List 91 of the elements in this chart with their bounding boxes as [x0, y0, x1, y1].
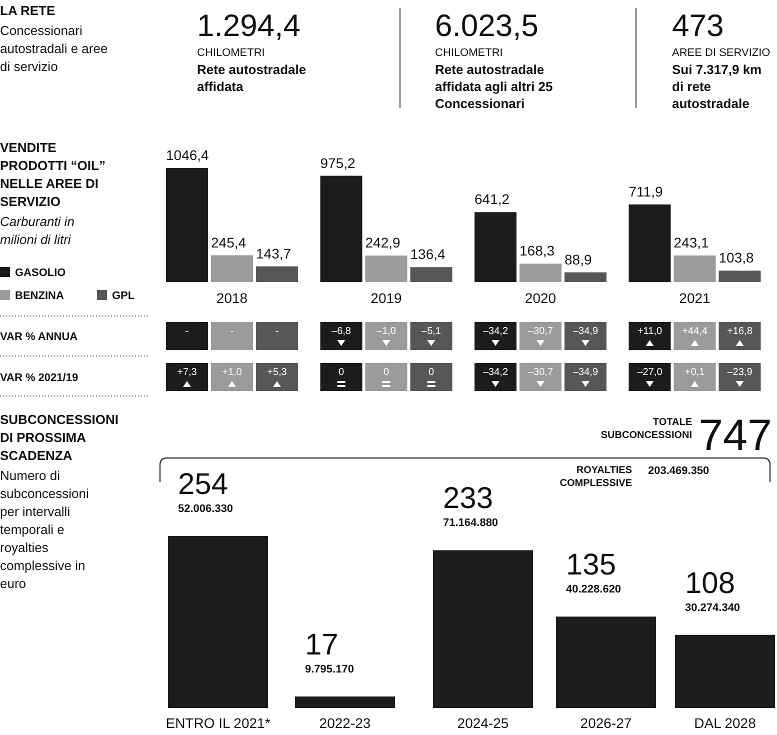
text: +44,4: [682, 326, 708, 337]
annotation: 40.228.620: [566, 584, 622, 596]
text: –1,0: [376, 326, 396, 337]
text: 6.023,5: [435, 8, 538, 43]
data-label: 233: [443, 482, 494, 516]
text: -: [275, 326, 279, 337]
x-tick-label: 2020: [524, 290, 556, 306]
x-tick-label: 2018: [216, 290, 248, 306]
text: -: [185, 326, 189, 337]
bar: [211, 255, 253, 282]
text: –6,8: [332, 326, 352, 337]
text: 1.294,4: [197, 8, 300, 43]
data-label: 168,3: [520, 242, 555, 259]
legend-label: GPL: [112, 290, 135, 302]
data-label: 975,2: [320, 154, 356, 171]
data-label: 711,9: [628, 183, 663, 200]
text: +0,1: [684, 367, 706, 378]
bar: [474, 212, 516, 282]
text: Sui 7.317,9 km di rete autostradale: [672, 62, 762, 111]
bar: [628, 204, 671, 282]
y-axis-title: Carburanti in milioni di litri: [0, 214, 74, 247]
bar: [564, 272, 606, 282]
data-label: 1046,4: [166, 147, 210, 163]
x-tick-label: 2026-27: [580, 715, 632, 731]
legend-label: GASOLIO: [15, 267, 66, 279]
data-label: 103,8: [718, 250, 754, 266]
text: TOTALE SUBCONCESSIONI: [600, 417, 692, 441]
text: 203.469.350: [648, 465, 710, 477]
text: 473: [672, 8, 724, 43]
bar: [410, 267, 452, 282]
data-label: 641,2: [474, 191, 510, 208]
chart-title: VENDITE PRODOTTI “OIL” NELLE AREE DI SERVIZIO: [0, 140, 106, 209]
text: –27,0: [637, 367, 663, 378]
text: AREE DI SERVIZIO: [672, 47, 771, 59]
data-label: 135: [566, 548, 616, 582]
bar: [520, 264, 562, 282]
data-label: 17: [305, 628, 338, 662]
bar: [718, 270, 761, 282]
data-label: 88,9: [564, 251, 592, 268]
bar: [365, 256, 408, 282]
text: LA RETE: [0, 3, 56, 18]
text: Rete autostradale affidata agli altri 25 Concessionari: [435, 62, 553, 111]
text: 0: [428, 367, 434, 378]
data-label: 143,7: [256, 245, 292, 262]
chart-title: SUBCONCESSIONI DI PROSSIMA SCADENZA: [0, 412, 118, 463]
text: Concessionari autostradali e aree di servizio: [0, 23, 108, 74]
text: –23,9: [727, 367, 753, 378]
text: +1,0: [222, 367, 242, 378]
text: –34,9: [572, 367, 598, 378]
text: –30,7: [528, 367, 554, 378]
text: VAR % 2021/19: [0, 372, 78, 384]
text: ROYALTIES COMPLESSIVE: [560, 465, 632, 489]
annotation: 71.164.880: [443, 517, 498, 530]
text: Numero di subconcessioni per intervalli temporali e royalties complessive in euro: [0, 468, 89, 591]
text: +16,8: [727, 326, 753, 337]
legend-label: BENZINA: [15, 290, 64, 302]
bar: [320, 176, 362, 282]
data-label: 108: [685, 566, 736, 600]
text: VAR % ANNUA: [0, 331, 78, 343]
x-tick-label: DAL 2028: [694, 715, 756, 731]
text: CHILOMETRI: [435, 47, 503, 59]
text: CHILOMETRI: [197, 47, 265, 59]
data-label: 136,4: [410, 246, 446, 262]
annotation: 9.795.170: [305, 663, 354, 676]
text: +5,3: [267, 367, 288, 378]
text: –34,9: [572, 326, 598, 337]
x-tick-label: ENTRO IL 2021*: [166, 715, 271, 731]
data-label: 245,4: [211, 234, 246, 250]
text: 747: [698, 411, 772, 460]
text: –30,7: [528, 326, 554, 337]
text: -: [230, 326, 234, 337]
x-tick-label: 2019: [370, 290, 402, 306]
bar: [166, 168, 208, 282]
text: 0: [383, 367, 390, 378]
x-tick-label: 2021: [679, 290, 711, 306]
text: –34,2: [482, 367, 508, 378]
text: –5,1: [422, 326, 442, 337]
bar: [674, 256, 716, 282]
text: –34,2: [482, 326, 508, 337]
data-label: 242,9: [365, 234, 400, 251]
data-label: 254: [178, 468, 228, 501]
x-tick-label: 2024-25: [457, 715, 509, 731]
text: 0: [338, 367, 344, 378]
text: +7,3: [177, 367, 198, 378]
bar: [256, 266, 298, 282]
x-tick-label: 2022-23: [319, 715, 371, 731]
annotation: 52.006.330: [178, 503, 234, 515]
text: Rete autostradale affidata: [197, 62, 306, 94]
annotation: 30.274.340: [685, 602, 740, 614]
data-label: 243,1: [674, 234, 709, 251]
text: +11,0: [637, 326, 662, 337]
